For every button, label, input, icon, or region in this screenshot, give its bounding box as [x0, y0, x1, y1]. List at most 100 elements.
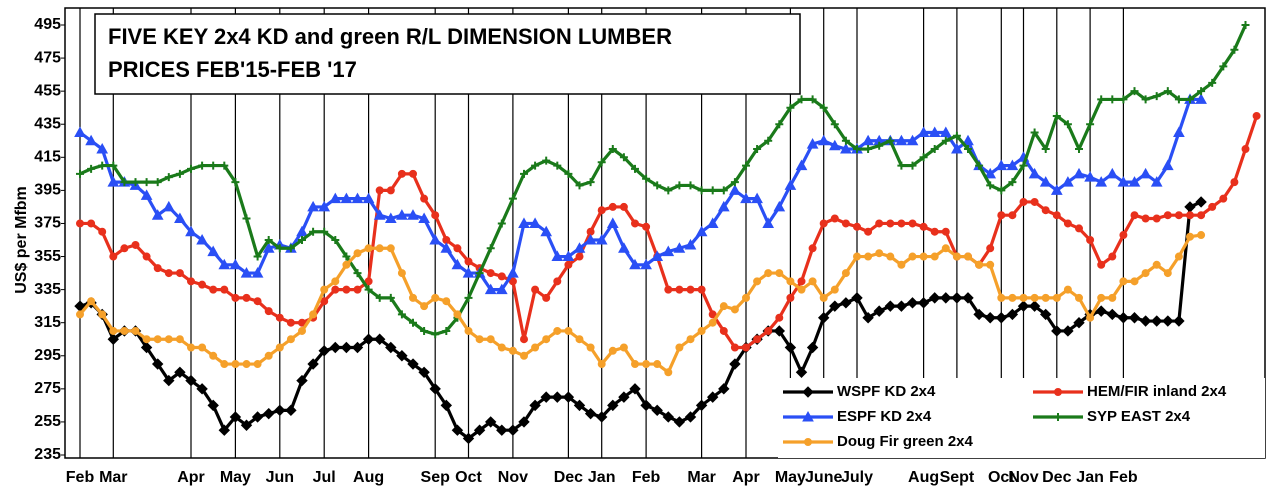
- data-point: [1139, 167, 1152, 179]
- data-point: [864, 227, 873, 236]
- x-tick-label: Feb: [66, 469, 95, 486]
- data-point: [107, 176, 120, 187]
- legend-marker: [802, 410, 814, 422]
- data-point: [508, 194, 517, 203]
- data-point: [829, 300, 841, 312]
- data-point: [340, 341, 353, 354]
- data-point: [140, 189, 153, 200]
- data-point: [164, 269, 173, 278]
- data-point: [264, 351, 273, 360]
- data-point: [298, 326, 306, 335]
- data-point: [930, 227, 939, 236]
- data-point: [409, 169, 417, 178]
- data-point: [706, 217, 719, 228]
- data-point: [484, 416, 497, 428]
- data-point: [151, 358, 164, 370]
- data-point: [163, 374, 175, 387]
- y-tick-label: 235: [34, 446, 61, 463]
- data-point: [642, 222, 651, 231]
- data-point: [218, 258, 231, 270]
- data-point: [253, 252, 262, 261]
- data-point: [142, 252, 151, 261]
- data-point: [76, 169, 84, 178]
- data-point: [351, 192, 364, 204]
- data-point: [397, 269, 406, 278]
- data-point: [886, 252, 895, 261]
- data-point: [975, 260, 984, 269]
- data-point: [409, 318, 417, 327]
- data-point: [1030, 293, 1039, 302]
- data-point: [973, 308, 985, 321]
- data-point: [553, 161, 562, 170]
- data-point: [531, 161, 540, 170]
- data-point: [1241, 145, 1250, 154]
- data-point: [1174, 211, 1183, 220]
- data-point: [697, 326, 706, 335]
- data-point: [986, 260, 995, 269]
- legend-label: Doug Fir green 2x4: [837, 433, 974, 450]
- data-point: [853, 145, 861, 154]
- data-point: [1128, 312, 1141, 324]
- data-point: [1128, 176, 1141, 187]
- data-point: [897, 161, 906, 170]
- data-point: [1230, 178, 1239, 187]
- data-point: [631, 219, 639, 228]
- data-point: [719, 326, 728, 335]
- data-point: [962, 292, 974, 304]
- x-tick-label: Apr: [732, 469, 760, 486]
- data-point: [1097, 293, 1106, 302]
- data-point: [364, 244, 373, 253]
- data-point: [575, 252, 584, 261]
- data-point: [664, 285, 673, 294]
- data-point: [1019, 197, 1028, 206]
- data-point: [1162, 315, 1174, 327]
- data-point: [531, 343, 540, 352]
- data-point: [486, 244, 495, 253]
- data-point: [631, 164, 639, 173]
- legend-label: HEM/FIR inland 2x4: [1087, 383, 1227, 400]
- data-point: [886, 136, 895, 145]
- data-point: [719, 186, 728, 195]
- x-tick-label: Dec: [554, 469, 583, 486]
- data-point: [209, 285, 218, 294]
- legend-box: [778, 378, 1265, 458]
- data-point: [884, 300, 897, 312]
- data-point: [830, 285, 839, 294]
- data-point: [1041, 293, 1050, 302]
- data-point: [1006, 159, 1019, 171]
- data-point: [753, 145, 762, 154]
- data-point: [595, 233, 608, 245]
- data-point: [473, 424, 486, 436]
- data-point: [484, 283, 497, 295]
- data-point: [507, 424, 519, 436]
- data-point: [1219, 194, 1228, 203]
- data-point: [218, 424, 231, 436]
- data-point: [653, 181, 662, 190]
- data-point: [429, 233, 442, 245]
- data-point: [618, 242, 630, 253]
- data-point: [253, 297, 262, 306]
- data-point: [462, 432, 475, 445]
- data-point: [1152, 260, 1161, 269]
- data-point: [564, 260, 573, 269]
- x-tick-label: Apr: [177, 469, 205, 486]
- y-axis-label: US$ per Mfbm: [13, 186, 30, 294]
- data-point: [830, 214, 839, 223]
- data-point: [819, 219, 828, 228]
- data-point: [342, 285, 351, 294]
- data-point: [320, 285, 329, 294]
- data-point: [895, 300, 908, 312]
- data-point: [775, 313, 784, 322]
- data-point: [507, 267, 519, 278]
- data-point: [564, 169, 573, 178]
- data-point: [1163, 269, 1172, 278]
- data-point: [897, 219, 906, 228]
- data-point: [142, 178, 151, 187]
- data-point: [664, 368, 673, 377]
- data-point: [486, 269, 495, 278]
- x-tick-label: Sept: [940, 469, 975, 486]
- data-point: [386, 186, 395, 195]
- y-tick-label: 355: [34, 248, 61, 265]
- data-point: [98, 227, 107, 236]
- data-point: [1063, 285, 1072, 294]
